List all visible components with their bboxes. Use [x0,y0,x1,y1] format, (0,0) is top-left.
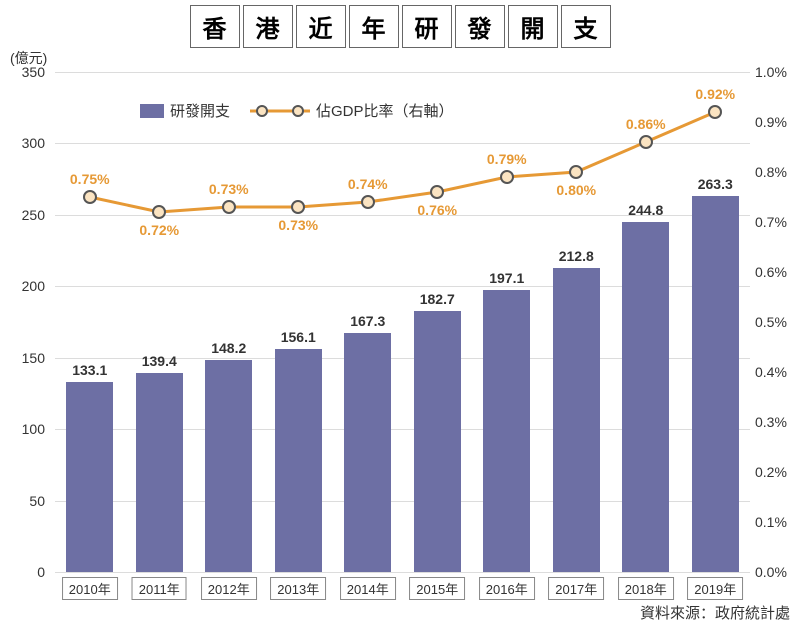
legend-item-bar: 研發開支 [140,100,230,121]
y-right-tick: 0.6% [755,264,787,280]
line-point [500,170,514,184]
legend-line-label: 佔GDP比率（右軸） [316,100,454,121]
line-value-label: 0.72% [139,222,179,238]
source-text: 資料來源：政府統計處 [640,602,790,623]
line-point [83,190,97,204]
y-right-tick: 0.1% [755,514,787,530]
y-right-tick: 0.9% [755,114,787,130]
y-right-tick: 0.7% [755,214,787,230]
line-point [152,205,166,219]
y-left-tick: 0 [37,564,45,580]
bar [136,373,183,572]
bar [622,222,669,572]
y-axis-left: 050100150200250300350 [0,72,50,572]
bar-value-label: 167.3 [350,313,385,329]
title-char: 發 [455,5,505,48]
line-value-label: 0.79% [487,151,527,167]
line-value-label: 0.80% [556,182,596,198]
x-axis-label: 2015年 [409,577,465,600]
title-char: 年 [349,5,399,48]
chart-container: 香港近年研發開支 (億元) 050100150200250300350 0.0%… [0,0,800,627]
x-axis-label: 2019年 [687,577,743,600]
legend-bar-label: 研發開支 [170,100,230,121]
x-axis-label: 2011年 [132,577,187,600]
title-char: 研 [402,5,452,48]
bar-value-label: 182.7 [420,291,455,307]
y-right-tick: 0.8% [755,164,787,180]
bar-value-label: 197.1 [489,270,524,286]
legend-bar-swatch [140,104,164,118]
bar [483,290,530,572]
bar [553,268,600,572]
bar-value-label: 212.8 [559,248,594,264]
title-char: 近 [296,5,346,48]
bar-value-label: 139.4 [142,353,177,369]
chart-title: 香港近年研發開支 [175,5,625,48]
bar-value-label: 156.1 [281,329,316,345]
y-left-tick: 200 [22,278,45,294]
y-left-tick: 150 [22,350,45,366]
line-value-label: 0.73% [278,217,318,233]
y-right-tick: 0.4% [755,364,787,380]
bar-value-label: 148.2 [211,340,246,356]
line-point [291,200,305,214]
gridline [55,72,750,73]
legend: 研發開支 佔GDP比率（右軸） [140,100,454,121]
y-left-tick: 100 [22,421,45,437]
legend-item-line: 佔GDP比率（右軸） [250,100,454,121]
x-axis-label: 2017年 [548,577,604,600]
bar-value-label: 244.8 [628,202,663,218]
bar [344,333,391,572]
bar [692,196,739,572]
y-right-tick: 0.2% [755,464,787,480]
y-right-tick: 0.0% [755,564,787,580]
line-value-label: 0.86% [626,116,666,132]
title-char: 港 [243,5,293,48]
title-char: 香 [190,5,240,48]
x-axis-label: 2018年 [618,577,674,600]
bar [275,349,322,572]
line-value-label: 0.76% [417,202,457,218]
line-value-label: 0.92% [695,86,735,102]
x-axis-label: 2012年 [201,577,257,600]
line-point [361,195,375,209]
x-axis-label: 2016年 [479,577,535,600]
bar-value-label: 263.3 [698,176,733,192]
y-right-tick: 0.3% [755,414,787,430]
bar [205,360,252,572]
line-point [430,185,444,199]
y-right-tick: 1.0% [755,64,787,80]
line-value-label: 0.75% [70,171,110,187]
line-point [708,105,722,119]
line-point [222,200,236,214]
y-axis-right: 0.0%0.1%0.2%0.3%0.4%0.5%0.6%0.7%0.8%0.9%… [750,72,800,572]
bar-value-label: 133.1 [72,362,107,378]
x-axis-label: 2014年 [340,577,396,600]
y-right-tick: 0.5% [755,314,787,330]
y-left-tick: 250 [22,207,45,223]
x-axis-label: 2010年 [62,577,118,600]
legend-line-swatch [250,104,310,118]
x-axis-label: 2013年 [270,577,326,600]
title-char: 開 [508,5,558,48]
y-left-tick: 300 [22,135,45,151]
line-value-label: 0.73% [209,181,249,197]
bar [414,311,461,572]
line-point [639,135,653,149]
line-value-label: 0.74% [348,176,388,192]
gridline [55,572,750,573]
y-left-tick: 350 [22,64,45,80]
line-point [569,165,583,179]
bar [66,382,113,572]
title-char: 支 [561,5,611,48]
y-left-tick: 50 [29,493,45,509]
